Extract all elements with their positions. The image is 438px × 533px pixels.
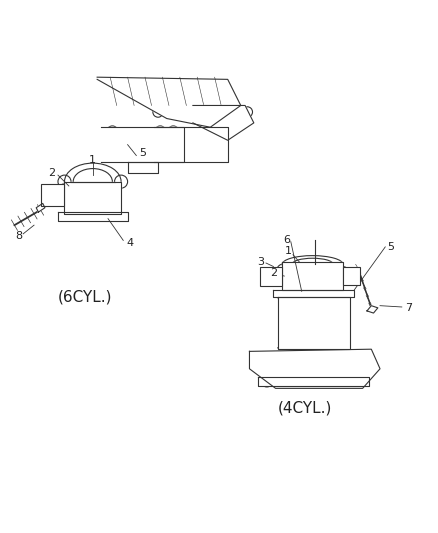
Polygon shape [97, 77, 241, 127]
Polygon shape [258, 377, 369, 386]
Polygon shape [154, 127, 228, 162]
Ellipse shape [278, 287, 350, 307]
Polygon shape [36, 204, 45, 212]
Bar [260, 266, 282, 286]
Polygon shape [250, 349, 380, 389]
Text: 8: 8 [15, 231, 22, 241]
Ellipse shape [64, 163, 121, 200]
Text: 1: 1 [89, 155, 96, 165]
Ellipse shape [282, 256, 343, 273]
Polygon shape [58, 212, 127, 221]
Text: 5: 5 [388, 242, 394, 252]
Text: (6CYL.): (6CYL.) [58, 289, 113, 304]
Text: 1: 1 [285, 246, 292, 256]
Polygon shape [273, 290, 354, 297]
Polygon shape [102, 127, 184, 162]
Polygon shape [278, 297, 350, 349]
Text: 5: 5 [139, 148, 146, 158]
Text: 7: 7 [405, 303, 412, 313]
Bar [343, 268, 360, 285]
Text: 4: 4 [126, 238, 133, 247]
Polygon shape [282, 262, 343, 290]
Text: (4CYL.): (4CYL.) [278, 400, 332, 415]
Text: 2: 2 [270, 268, 277, 278]
Polygon shape [367, 305, 378, 313]
Text: 3: 3 [257, 257, 264, 267]
Polygon shape [127, 162, 158, 173]
Bar [41, 184, 64, 206]
Polygon shape [64, 182, 121, 214]
Text: 6: 6 [283, 236, 290, 245]
Text: 2: 2 [48, 168, 55, 178]
Polygon shape [193, 106, 254, 140]
